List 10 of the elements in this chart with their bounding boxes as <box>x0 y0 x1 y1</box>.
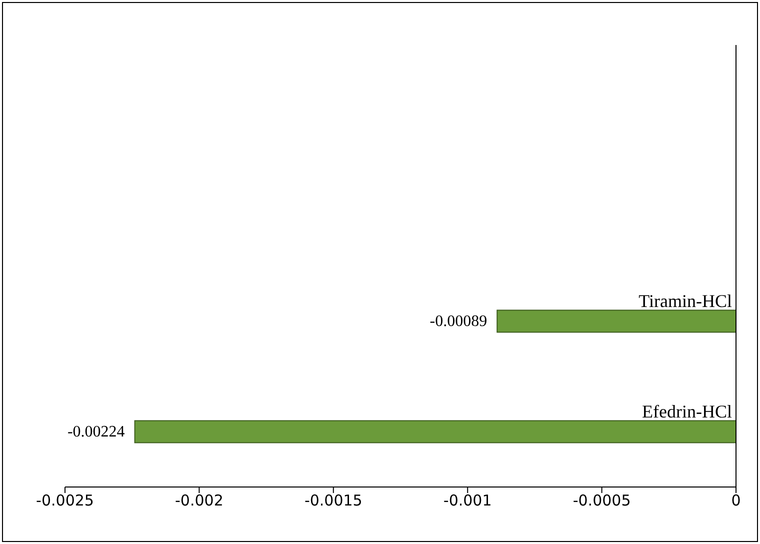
y-tick-label: Tiramin-HCl <box>638 291 732 312</box>
x-tick-label: -0.0005 <box>572 492 631 510</box>
x-tick-label: -0.002 <box>175 492 224 510</box>
y-tick-label: Efedrin-HCl <box>642 402 732 422</box>
x-tick-label: -0.0025 <box>36 492 94 510</box>
x-tick-label: -0.0015 <box>304 492 362 510</box>
x-tick-label: 0 <box>731 492 741 510</box>
data-label: -0.00089 <box>430 313 488 330</box>
data-label: -0.00224 <box>67 424 125 441</box>
x-tick-label: -0.001 <box>443 492 492 510</box>
